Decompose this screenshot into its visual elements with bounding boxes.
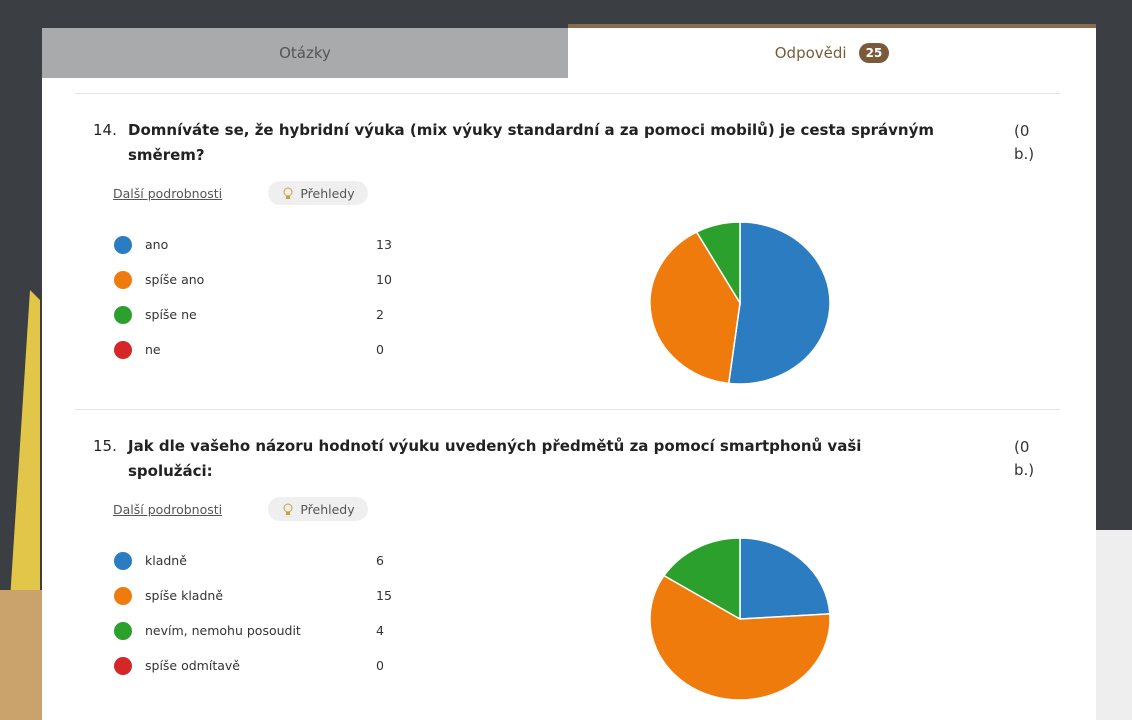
insights-button[interactable]: Přehledy [268, 497, 368, 521]
option-count: 10 [376, 272, 392, 287]
legend-dot [114, 657, 132, 675]
pie-slice [649, 231, 741, 385]
option-label: kladně [145, 553, 187, 568]
option-count: 4 [376, 623, 384, 638]
legend-dot [114, 271, 132, 289]
pie-chart [649, 221, 831, 385]
question-number: 14. [93, 121, 117, 139]
details-link[interactable]: Další podrobnosti [113, 502, 223, 517]
option-label: spíše kladně [145, 588, 224, 603]
option-label: spíše odmítavě [145, 658, 240, 673]
question-title: Domníváte se, že hybridní výuka (mix výu… [128, 121, 935, 164]
option-label: ano [145, 237, 169, 252]
questions-tab[interactable]: Otázky [42, 28, 568, 78]
pie-slice [727, 221, 831, 385]
option-label: ne [145, 342, 161, 357]
tab-label: Odpovědi [774, 44, 847, 62]
option-label: nevím, nemohu posoudit [145, 623, 301, 638]
question-title: Jak dle vašeho názoru hodnotí výuku uved… [128, 437, 862, 480]
button-label: Přehledy [300, 185, 355, 201]
legend-dot [114, 552, 132, 570]
option-count: 0 [376, 658, 384, 673]
button-label: Přehledy [300, 501, 355, 517]
bulb-icon [283, 187, 293, 199]
pie-slice [649, 574, 831, 701]
tab-label: Otázky [279, 44, 331, 62]
option-count: 2 [376, 307, 384, 322]
option-count: 0 [376, 342, 384, 357]
legend-dot [114, 236, 132, 254]
responses-tab[interactable]: Odpovědi 25 [568, 24, 1096, 78]
count-badge: 25 [858, 43, 890, 63]
details-link[interactable]: Další podrobnosti [113, 186, 223, 201]
pie-chart [649, 537, 831, 701]
option-count: 15 [376, 588, 392, 603]
question-number: 15. [93, 437, 117, 455]
option-label: spíše ano [145, 272, 205, 287]
separator [75, 93, 1060, 94]
bulb-icon [283, 503, 293, 515]
pie-slice [739, 537, 831, 620]
legend-dot [114, 587, 132, 605]
pie-slice [662, 537, 741, 621]
option-count: 13 [376, 237, 392, 252]
option-label: spíše ne [145, 307, 197, 322]
legend-dot [114, 341, 132, 359]
legend-dot [114, 622, 132, 640]
legend-dot [114, 306, 132, 324]
pie-slice [695, 221, 741, 306]
separator [75, 409, 1060, 410]
option-count: 6 [376, 553, 384, 568]
question-points: (0 b.) [1014, 122, 1035, 163]
question-points: (0 b.) [1014, 438, 1035, 479]
insights-button[interactable]: Přehledy [268, 181, 368, 205]
card [42, 28, 1096, 720]
